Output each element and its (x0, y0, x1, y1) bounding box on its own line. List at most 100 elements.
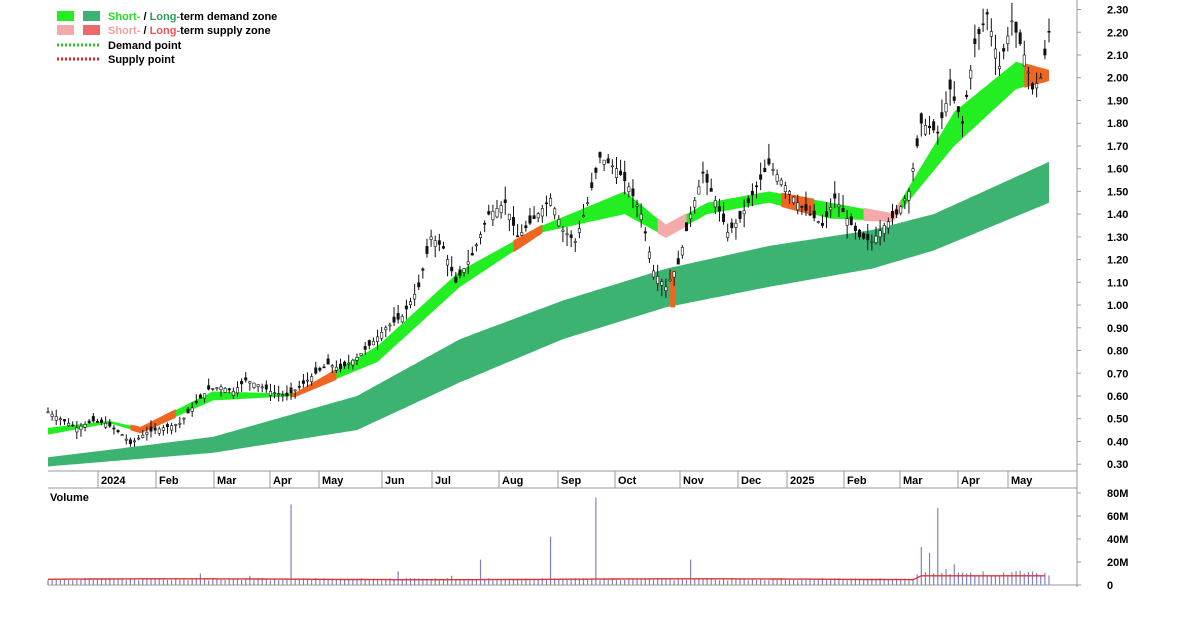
candle-body (1047, 30, 1051, 33)
candle-body (62, 419, 66, 422)
candle-body (264, 384, 268, 390)
candle-body (932, 121, 936, 131)
legend-supply-zone: Short- / Long-term supply zone (108, 25, 271, 37)
candle-body (421, 268, 425, 271)
candle-body (446, 259, 450, 266)
candle-body (1006, 35, 1010, 45)
candle-body (767, 158, 771, 165)
candle-body (697, 186, 701, 195)
candle-body (71, 424, 75, 427)
candle-body (631, 188, 635, 197)
candle-body (87, 420, 91, 423)
x-tick-label: Jun (385, 475, 405, 487)
candle-body (664, 286, 668, 291)
price-y-tick-label: 1.80 (1107, 118, 1128, 130)
candle-body (536, 213, 540, 219)
legend-supply-short: Short- (108, 25, 141, 37)
x-tick-label: 2025 (790, 475, 814, 487)
short-term-supply-zone (130, 409, 176, 434)
candle-body (165, 424, 169, 427)
candle-body (483, 222, 487, 225)
legend-long-supply-swatch (83, 25, 100, 35)
candle-body (771, 169, 775, 171)
candle-body (903, 198, 907, 202)
short-term-supply-zone (291, 368, 337, 398)
candle-body (487, 211, 491, 215)
candle-body (590, 182, 594, 188)
crossover-bar (670, 270, 676, 308)
candle-body (326, 358, 330, 365)
x-tick-label: Oct (618, 475, 637, 487)
candle-body (83, 424, 87, 428)
x-tick-label: Feb (847, 475, 867, 487)
candle-body (668, 278, 672, 282)
volume-y-tick-label: 60M (1107, 511, 1128, 523)
long-term-demand-zone (48, 161, 1049, 467)
candle-body (759, 174, 763, 180)
candle-body (301, 380, 305, 384)
price-y-tick-label: 0.50 (1107, 414, 1128, 426)
candle-body (796, 202, 800, 211)
legend-demand-rest: term demand zone (180, 11, 277, 23)
candle-body (306, 379, 310, 382)
candle-body (277, 393, 281, 396)
candle-body (569, 234, 573, 238)
candle-body (849, 216, 853, 226)
candle-body (355, 357, 359, 361)
candle-body (532, 215, 536, 219)
short-term-supply-zone (513, 224, 543, 253)
candle-body (923, 125, 927, 135)
x-tick-label: Apr (273, 475, 293, 487)
candle-body (907, 191, 911, 201)
candle-body (586, 202, 590, 205)
candle-body (466, 261, 470, 265)
candle-body (952, 96, 956, 101)
candle-body (54, 416, 58, 421)
price-y-tick-label: 1.60 (1107, 164, 1128, 176)
candle-body (750, 190, 754, 196)
candle-body (203, 393, 207, 399)
candle-body (343, 361, 347, 367)
candle-body (853, 225, 857, 232)
candle-body (598, 152, 602, 158)
candle-body (557, 219, 561, 227)
candle-body (993, 48, 997, 59)
candle-body (829, 207, 833, 211)
candle-body (425, 246, 429, 254)
candle-body (870, 241, 874, 243)
candle-body (400, 316, 404, 323)
candle-body (944, 103, 948, 113)
candle-body (417, 282, 421, 288)
price-y-tick-label: 0.80 (1107, 346, 1128, 358)
candle-body (544, 202, 548, 205)
candle-body (977, 29, 981, 35)
candle-body (322, 366, 326, 369)
candle-body (573, 241, 577, 243)
candle-body (297, 386, 301, 388)
legend-short-supply-swatch (57, 25, 74, 35)
candle-body (174, 424, 178, 426)
candle-body (730, 222, 734, 229)
candle-body (549, 197, 553, 206)
candle-body (792, 196, 796, 204)
candle-body (705, 173, 709, 183)
candle-body (396, 313, 400, 320)
candle-body (149, 426, 153, 432)
candle-body (231, 391, 235, 396)
volume-panel (47, 497, 1050, 585)
legend: Short- / Long-term demand zone Short- / … (57, 11, 277, 66)
candle-body (359, 353, 363, 356)
candle-body (198, 394, 202, 399)
candle-body (1018, 32, 1022, 44)
x-tick-label: Apr (961, 475, 981, 487)
candle-body (874, 235, 878, 243)
price-y-tick-label: 1.10 (1107, 277, 1128, 289)
candle-body (520, 232, 524, 236)
candle-body (981, 23, 985, 26)
candle-body (594, 167, 598, 173)
candle-body (858, 229, 862, 238)
volume-y-tick-label: 40M (1107, 534, 1128, 546)
candle-body (95, 421, 99, 423)
price-y-tick-label: 1.20 (1107, 255, 1128, 267)
